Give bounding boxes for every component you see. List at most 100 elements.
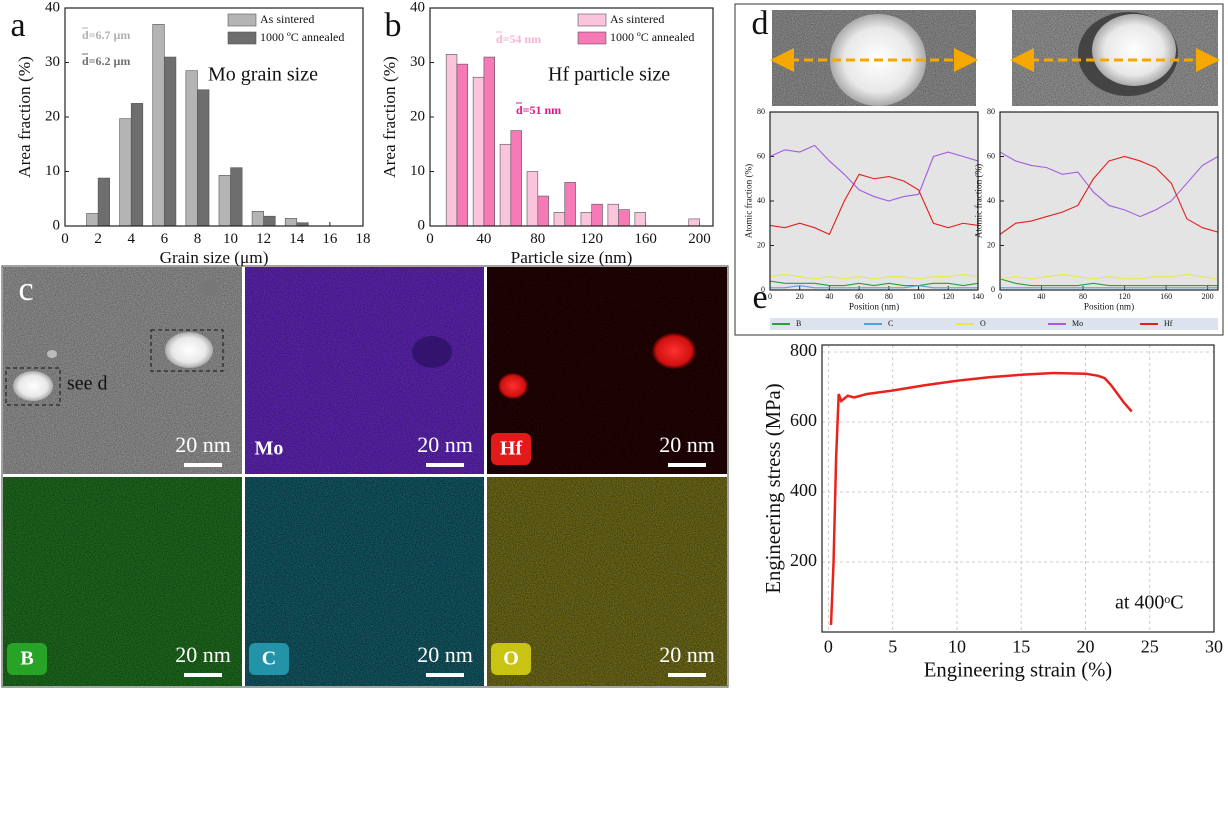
y-axis-title: Engineering stress (MPa) — [763, 383, 785, 593]
y-tick-label: 80 — [757, 107, 765, 116]
y-tick-label: 30 — [410, 54, 425, 70]
y-tick-label: 600 — [790, 410, 817, 430]
y-tick-label: 0 — [53, 217, 61, 233]
y-tick-label: 20 — [45, 108, 60, 124]
bar — [251, 210, 264, 227]
x-tick-label: 18 — [356, 231, 371, 247]
y-tick-label: 800 — [790, 340, 817, 360]
legend-label: O — [980, 319, 986, 328]
x-tick-label: 80 — [1079, 292, 1087, 301]
x-axis-title: Position (nm) — [1084, 302, 1134, 312]
hf-particle — [652, 333, 696, 369]
legend-label: As sintered — [610, 12, 664, 26]
line — [999, 273, 1219, 280]
scale-bar-label: 20 nm — [175, 642, 231, 667]
line — [769, 144, 979, 202]
legend-label: C — [888, 319, 893, 328]
bar — [185, 70, 198, 227]
legend-swatch — [227, 13, 257, 27]
hf-particle — [498, 373, 528, 399]
bar — [688, 218, 700, 227]
x-tick-label: 40 — [476, 231, 491, 247]
element-label: B — [20, 648, 33, 670]
annotation: see d — [67, 373, 108, 395]
y-tick-label: 40 — [410, 0, 425, 15]
panel-c-frame — [1, 265, 729, 688]
x-tick-label: 0 — [61, 231, 69, 247]
scale-bar-label: 20 nm — [659, 642, 715, 667]
scale-bar — [184, 463, 222, 467]
line — [829, 371, 1133, 626]
x-tick-label: 16 — [322, 231, 338, 247]
y-tick-label: 40 — [987, 196, 995, 205]
legend-label: Mo — [1072, 319, 1083, 328]
element-label: Hf — [500, 438, 523, 460]
bar — [263, 215, 276, 227]
particle — [47, 350, 57, 358]
x-tick-label: 12 — [256, 231, 271, 247]
bar — [607, 203, 619, 227]
bar — [537, 195, 549, 227]
y-tick-label: 0 — [761, 285, 765, 294]
legend-label: 1000 ºC annealed — [610, 30, 694, 44]
legend-label: As sintered — [260, 12, 314, 26]
x-tick-label: 60 — [855, 292, 863, 301]
y-tick-label: 0 — [991, 285, 995, 294]
panel-label: c — [18, 271, 33, 308]
bar — [618, 209, 630, 227]
x-tick-label: 0 — [998, 292, 1002, 301]
x-axis-title: Grain size (μm) — [160, 248, 269, 267]
plot-frame — [821, 344, 1215, 633]
y-tick-label: 400 — [790, 480, 817, 500]
legend-strip — [770, 318, 1218, 330]
legend-swatch — [577, 31, 607, 45]
annotation: at 400ᵒC — [1115, 592, 1184, 614]
plot-bg — [1000, 112, 1218, 290]
y-tick-label: 60 — [987, 151, 995, 160]
particle — [165, 332, 213, 368]
x-tick-label: 14 — [289, 231, 305, 247]
x-tick-label: 20 — [1076, 636, 1094, 656]
bar — [510, 130, 522, 227]
scale-bar-label: 20 nm — [659, 432, 715, 457]
x-tick-label: 4 — [127, 231, 135, 247]
bar — [284, 218, 298, 227]
bar — [230, 167, 243, 227]
scale-bar — [668, 463, 706, 467]
y-tick-label: 0 — [418, 217, 426, 233]
line — [999, 278, 1218, 287]
y-tick-label: 20 — [410, 108, 425, 124]
element-label: C — [262, 648, 276, 670]
depletion — [412, 336, 452, 368]
x-tick-label: 30 — [1205, 636, 1223, 656]
bar — [634, 212, 646, 227]
x-tick-label: 120 — [1119, 292, 1131, 301]
y-tick-label: 60 — [757, 151, 765, 160]
x-tick-label: 80 — [530, 231, 545, 247]
legend-swatch — [227, 31, 257, 45]
plot-frame — [429, 7, 714, 227]
particle — [1092, 14, 1176, 86]
x-tick-label: 160 — [1160, 292, 1172, 301]
x-tick-label: 100 — [913, 292, 925, 301]
scale-bar-label: 20 nm — [417, 642, 473, 667]
plot-title: Mo grain size — [208, 64, 318, 86]
plot-frame — [999, 111, 1219, 291]
scale-bar-label: 20 nm — [175, 432, 231, 457]
bar — [445, 54, 458, 227]
y-tick-label: 80 — [987, 107, 995, 116]
x-tick-label: 2 — [94, 231, 102, 247]
panel-label: a — [10, 7, 25, 44]
y-axis-title: Atomic fraction (%) — [973, 164, 983, 239]
x-axis-title: Particle size (nm) — [511, 248, 633, 267]
annotation: d=6.2 μm — [82, 54, 130, 68]
bar — [580, 212, 593, 227]
panel-label: b — [385, 7, 402, 44]
plot-frame — [64, 7, 364, 227]
x-tick-label: 15 — [1012, 636, 1030, 656]
scale-bar — [426, 673, 464, 677]
y-tick-label: 40 — [757, 196, 765, 205]
x-tick-label: 200 — [1202, 292, 1214, 301]
element-badge — [7, 643, 47, 675]
